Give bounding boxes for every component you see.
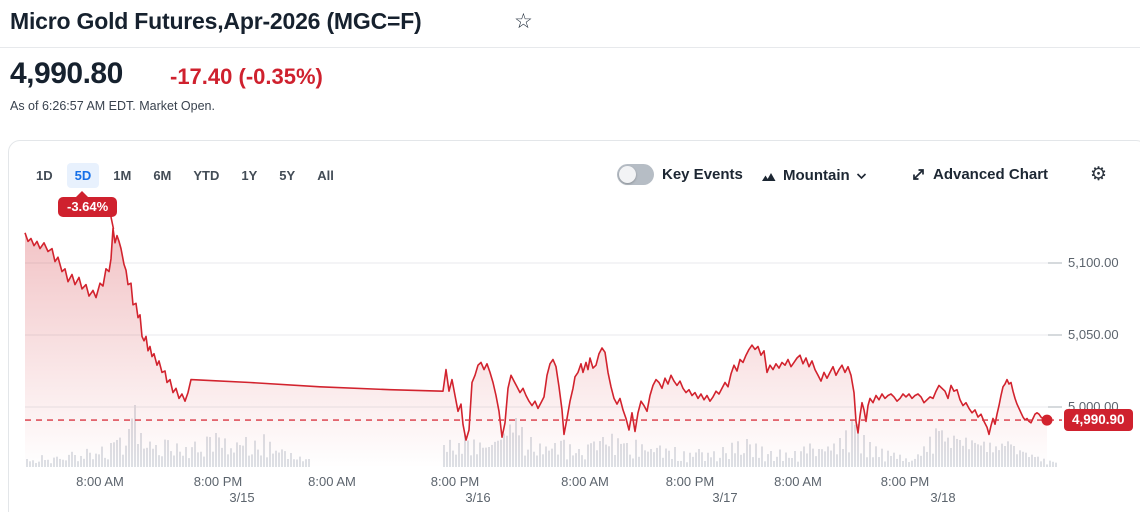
- star-watchlist-icon[interactable]: ☆: [514, 10, 533, 33]
- x-axis-time-tick: 8:00 AM: [308, 474, 356, 489]
- chevron-down-icon: [856, 172, 866, 179]
- key-events-label: Key Events: [662, 166, 743, 183]
- range-tab-6m[interactable]: 6M: [145, 163, 179, 188]
- x-axis-time-tick: 8:00 PM: [430, 474, 480, 489]
- toggle-knob: [619, 166, 636, 183]
- expand-diagonal-icon: [913, 169, 924, 180]
- chart-type-label: Mountain: [783, 167, 850, 184]
- x-axis-time-tick: 8:00 PM: [193, 474, 243, 489]
- advanced-chart-button[interactable]: Advanced Chart: [911, 166, 1048, 183]
- range-tabs: 1D 5D 1M 6M YTD 1Y 5Y All: [28, 163, 342, 188]
- x-axis-time-tick: 8:00 PM: [880, 474, 930, 489]
- volume-bar: [1049, 460, 1051, 467]
- x-axis-date-tick: 3/17: [712, 490, 738, 505]
- x-axis-date-tick: 3/15: [229, 490, 255, 505]
- x-axis-date-tick: 3/18: [930, 490, 956, 505]
- key-events-toggle[interactable]: [617, 164, 654, 185]
- page-title: Micro Gold Futures,Apr-2026 (MGC=F): [10, 8, 422, 34]
- price-change: -17.40 (-0.35%): [170, 64, 323, 89]
- x-axis-time-tick: 8:00 PM: [665, 474, 715, 489]
- period-change-badge-pointer: [75, 191, 89, 198]
- y-axis-label: 5,050.00: [1068, 327, 1119, 342]
- range-tab-5y[interactable]: 5Y: [271, 163, 303, 188]
- chart-type-dropdown[interactable]: Mountain: [761, 167, 867, 184]
- last-price-dot: [1041, 414, 1053, 426]
- price-line: [24, 227, 1048, 441]
- last-price-badge: 4,990.90: [1064, 409, 1133, 431]
- range-tab-5d[interactable]: 5D: [66, 163, 100, 188]
- current-price: 4,990.80: [10, 57, 123, 90]
- volume-bar: [1052, 461, 1054, 467]
- header-divider: [0, 47, 1140, 48]
- advanced-chart-label: Advanced Chart: [933, 166, 1049, 183]
- range-tab-1y[interactable]: 1Y: [233, 163, 265, 188]
- chart-settings-gear-icon[interactable]: ⚙: [1090, 164, 1108, 185]
- range-tab-1d[interactable]: 1D: [28, 163, 61, 188]
- key-events-toggle-group[interactable]: Key Events: [617, 164, 743, 185]
- price-area-fill: [25, 228, 1047, 467]
- y-axis-label: 5,100.00: [1068, 255, 1119, 270]
- period-change-badge: -3.64%: [58, 197, 118, 217]
- mountain-icon: [762, 172, 776, 181]
- x-axis-time-tick: 8:00 AM: [76, 474, 124, 489]
- range-tab-ytd[interactable]: YTD: [185, 163, 227, 188]
- as-of-timestamp: As of 6:26:57 AM EDT. Market Open.: [10, 99, 215, 113]
- x-axis-date-tick: 3/16: [465, 490, 491, 505]
- badge-connector-line: [110, 216, 115, 230]
- volume-bar: [1055, 462, 1057, 467]
- range-tab-all[interactable]: All: [309, 163, 342, 188]
- x-axis-time-tick: 8:00 AM: [561, 474, 609, 489]
- x-axis-time-tick: 8:00 AM: [774, 474, 822, 489]
- range-tab-1m[interactable]: 1M: [105, 163, 139, 188]
